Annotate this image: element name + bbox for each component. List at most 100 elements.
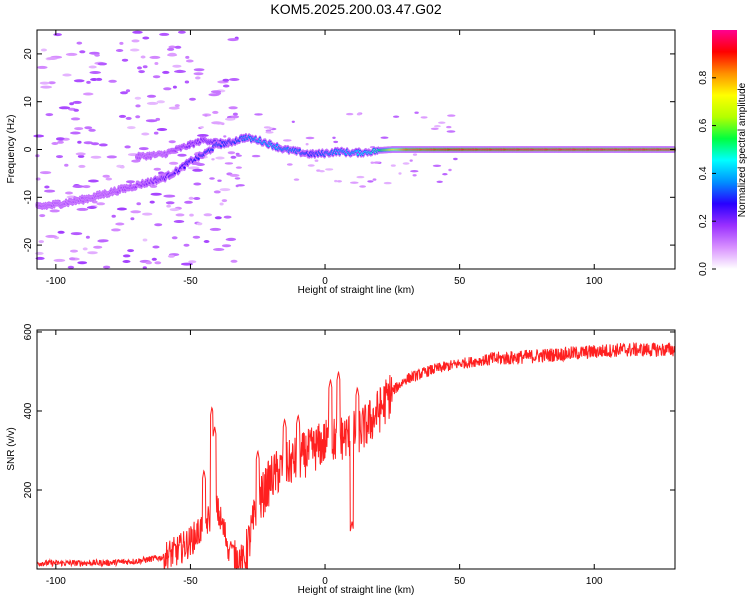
spectrogram-noise-cell [167,47,175,51]
spectrogram-noise-cell [153,131,159,135]
spectrogram-noise-cell [129,48,140,52]
spectrogram-noise-cell [102,174,110,178]
spectrogram-noise-cell [82,92,94,96]
spectrogram-noise-cell [231,115,240,119]
spectrogram-noise-cell [402,162,410,165]
y-tick-label: 400 [23,402,34,419]
spectrogram-noise-cell [106,155,118,159]
spectrogram-noise-cell [189,97,196,101]
spectrogram-noise-cell [291,120,295,124]
spectrogram-noise-cell [88,128,96,132]
spectrogram-noise-cell [78,164,86,168]
spectrogram-x-ticks: -100 -50 0 50 100 [46,30,603,287]
spectrogram-noise-cell [146,94,157,98]
spectrogram-noise-cell [153,167,161,171]
spectrogram-noise-cell [120,165,125,169]
spectrogram-noise-cell [135,115,141,119]
spectrogram-noise-cell [45,234,58,238]
spectrogram-noise-cell [127,249,134,253]
spectrogram-noise-cell [151,257,157,261]
spectrogram-noise-cell [127,126,136,130]
spectrogram-noise-cell [336,180,342,183]
y-tick-label: -20 [23,237,34,252]
spectrogram-noise-cell [235,154,242,157]
x-tick-label: -50 [183,276,198,287]
spectrogram-noise-cell [196,222,203,226]
spectrogram-noise-cell [192,235,201,239]
spectrogram-noise-cell [223,135,227,138]
y-tick-label: -10 [23,190,34,205]
spectrogram-noise-cell [283,139,292,142]
colorbar-tick-label: 0.0 [698,262,709,276]
spectrogram-noise-cell [222,84,230,88]
x-tick-label: 50 [454,276,466,287]
spectrogram-noise-cell [203,213,213,217]
spectrogram-noise-cell [74,127,84,131]
spectrogram-noise-cell [57,230,65,234]
colorbar-label: Normalized spectral amplitude [737,82,748,217]
spectrogram-noise-cell [412,174,417,177]
spectrogram-noise-cell [145,261,152,265]
spectrogram-noise-cell [163,194,176,198]
spectrogram-noise-cell [131,39,140,43]
spectrogram-noise-cell [235,166,242,169]
spectrogram-noise-cell [305,143,309,146]
spectrogram-noise-cell [436,180,443,183]
spectrogram-noise-cell [98,143,108,147]
spectrogram-noise-cell [135,104,141,108]
spectrogram-noise-cell [82,185,91,189]
y-tick-label: 600 [23,323,34,340]
spectrogram-noise-cell [178,30,186,34]
spectrogram-noise-cell [185,55,190,59]
spectrogram-noise-cell [172,64,182,68]
spectrogram-noise-cell [49,209,60,213]
spectrogram-noise-cell [232,112,238,116]
spectrogram-noise-cell [51,142,59,145]
spectrogram-noise-cell [174,70,186,73]
spectrogram-noise-cell [142,65,148,69]
spectrogram-noise-cell [332,136,336,139]
spectrogram-noise-cell [111,214,116,218]
snr-frame [36,329,676,570]
spectrogram-noise-cell [168,106,180,110]
spectrogram-noise-cell [193,72,204,76]
spectrogram-noise-cell [430,127,439,130]
spectrogram-noise-cell [36,65,48,69]
snr-y-label: SNR (v/v) [6,427,17,470]
spectrogram-noise-cell [350,181,359,184]
spectrogram-noise-cell [154,223,163,227]
spectrogram-noise-cell [174,104,180,108]
spectrogram-noise-cell [39,81,50,85]
x-tick-label: 50 [454,576,466,587]
colorbar: 0.0 0.2 0.4 0.6 0.8 Normalized spectral ampl… [698,30,748,276]
spectrogram-noise-cell [82,247,88,251]
spectrogram-noise-cell [154,261,162,265]
colorbar-tick-label: 0.8 [698,70,709,84]
colorbar-gradient [712,30,737,269]
x-tick-label: 100 [586,276,603,287]
spectrogram-noise-cell [227,151,236,155]
spectrogram-noise-cell [434,125,441,128]
spectrogram-noise-cell [70,232,83,236]
spectrogram-noise-cell [225,117,236,121]
spectrogram-noise-cell [111,228,121,232]
y-tick-label: 200 [23,481,34,498]
spectrogram-noise-cell [183,243,190,247]
spectrogram-noise-cell [69,102,74,106]
spectrogram-noise-cell [162,70,170,74]
spectrogram-noise-cell [175,213,185,217]
spectrogram-noise-cell [126,180,135,184]
spectrogram-noise-cell [286,163,293,166]
spectrogram-x-label: Height of straight line (km) [298,285,415,296]
spectrogram-noise-cell [188,196,194,200]
spectrogram-noise-cell [200,126,204,129]
spectrogram-noise-cell [125,116,132,120]
spectrogram-noise-cell [221,244,232,248]
x-tick-label: -100 [46,276,66,287]
spectrogram-noise-cell [168,45,177,49]
spectrogram-noise-cell [89,71,101,74]
spectrogram-noise-cell [140,55,146,59]
colorbar-tick-label: 0.2 [698,214,709,228]
spectrogram-noise-cell [346,112,354,116]
